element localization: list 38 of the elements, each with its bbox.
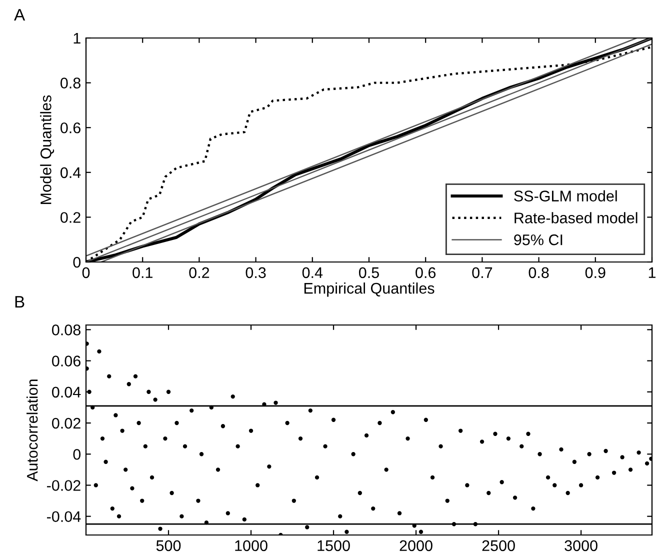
y-tick-label: 0.02 (52, 418, 80, 429)
y-tick-label: 0.08 (52, 324, 80, 336)
x-tick-label: 1 (648, 267, 656, 278)
y-axis-title: Autocorrelation (26, 380, 38, 482)
y-axis-title: Model Quantiles (40, 95, 54, 204)
x-axis-title: Empirical Quantiles (304, 282, 434, 297)
text: B (15, 296, 24, 308)
x-tick-label: 2000 (400, 540, 432, 552)
x-tick-label: 500 (156, 540, 181, 552)
y-tick-label: -0.02 (47, 480, 80, 491)
y-tick-label: 0.06 (52, 356, 80, 366)
x-tick-label: 0.8 (528, 267, 549, 278)
legend-label: SS-GLM model (514, 190, 617, 202)
y-tick-label: 1 (74, 33, 80, 44)
x-tick-label: 0.9 (585, 267, 606, 278)
y-tick-label: 0.8 (60, 78, 80, 88)
x-tick-label: 0.1 (132, 267, 152, 278)
x-tick-label: 0.7 (472, 267, 492, 278)
legend-label: Rate-based model (514, 212, 638, 224)
x-tick-label: 1500 (318, 540, 350, 552)
x-tick-label: 0.4 (302, 267, 323, 278)
y-tick-label: -0.04 (47, 511, 81, 522)
x-tick-label: 0 (82, 267, 90, 278)
y-tick-label: 0.6 (60, 122, 80, 134)
x-tick-label: 0.5 (358, 267, 379, 278)
x-tick-label: 0.3 (246, 267, 266, 278)
text: A (14, 9, 26, 21)
y-tick-label: 0 (73, 256, 81, 268)
y-tick-label: 0.4 (60, 167, 81, 178)
y-tick-label: 0.2 (60, 212, 80, 223)
y-tick-label: 0 (73, 448, 81, 460)
x-tick-label: 3000 (564, 540, 598, 552)
x-tick-label: 2500 (482, 540, 515, 552)
x-tick-label: 1000 (235, 540, 268, 552)
x-tick-label: 0.2 (189, 267, 210, 278)
legend-label: 95% CI (514, 234, 562, 246)
y-tick-label: 0.04 (52, 386, 81, 398)
x-tick-label: 0.6 (416, 267, 436, 278)
